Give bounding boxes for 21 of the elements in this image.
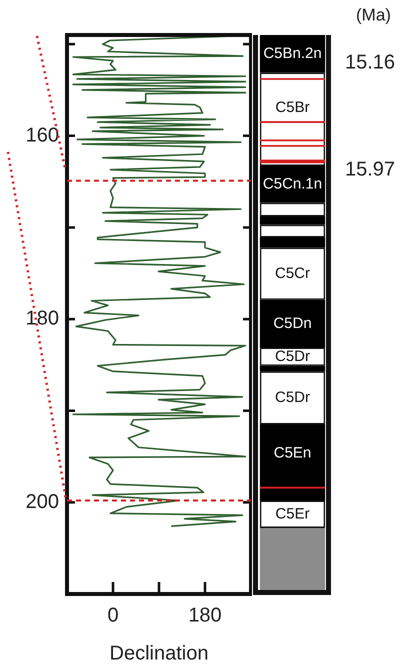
- annotation: 15.16: [345, 52, 396, 74]
- series-label: C5Dn: [273, 314, 312, 332]
- series-label: C5Er: [275, 505, 310, 522]
- bar: [260, 216, 326, 225]
- series-label: C5Bn.2n: [263, 44, 322, 62]
- series-label: C5Cn.1n: [262, 176, 322, 193]
- bar: [260, 238, 326, 248]
- bar: [260, 366, 326, 372]
- x-axis-title: Declination: [110, 642, 208, 665]
- y-tick-label: 180: [26, 308, 59, 330]
- series-label: C5Dr: [274, 389, 310, 406]
- y-tick-label: 200: [26, 490, 59, 513]
- series-label: C5Cr: [274, 264, 310, 282]
- series-label: C5Dr: [274, 348, 310, 365]
- x-tick-label: 0: [107, 604, 119, 627]
- text: (Ma): [356, 6, 391, 25]
- series-label: C5En: [274, 444, 312, 462]
- bar: [260, 160, 326, 164]
- series-label: C5Br: [275, 99, 310, 116]
- y-tick-label: 160: [26, 124, 59, 146]
- annotation: 15.97: [345, 158, 396, 181]
